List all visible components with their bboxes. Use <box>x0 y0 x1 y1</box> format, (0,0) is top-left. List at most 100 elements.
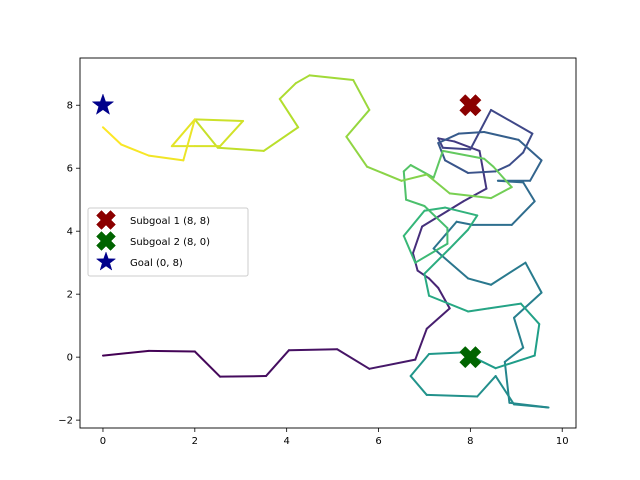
trajectory-segment <box>278 97 300 129</box>
trajectory-segment <box>345 108 371 138</box>
trajectory-segment <box>423 205 449 230</box>
trajectory-segment <box>425 173 451 195</box>
trajectory-segment <box>513 403 550 409</box>
trajectory-segment <box>147 349 196 353</box>
trajectory-segment <box>294 74 311 85</box>
trajectory-segment <box>503 346 525 363</box>
y-tick-label: 4 <box>67 227 73 238</box>
trajectory-segment <box>428 351 465 355</box>
trajectory-segment <box>453 140 481 152</box>
trajectory-segment <box>425 393 479 398</box>
trajectory-segment <box>287 348 339 352</box>
axes-frame <box>79 57 577 429</box>
trajectory-segment <box>490 186 513 200</box>
trajectory-segment <box>437 286 451 310</box>
trajectory-segment <box>308 74 355 82</box>
trajectory-segment <box>402 234 417 264</box>
trajectory-segment <box>366 165 403 182</box>
trajectory-segment <box>469 108 493 151</box>
legend-label: Subgoal 2 (8, 0) <box>130 237 210 248</box>
trajectory-segment <box>462 187 488 203</box>
trajectory-segment <box>193 118 245 122</box>
trajectory-segment <box>490 261 527 286</box>
trajectory-segment <box>262 126 300 152</box>
trajectory-segment <box>432 247 470 280</box>
trajectory-segment <box>409 375 428 396</box>
trajectory-segment <box>432 149 444 179</box>
y-tick-label: 0 <box>67 353 73 364</box>
x-axis: 0 2 4 6 8 10 <box>100 428 569 447</box>
trajectory-segment <box>405 198 426 207</box>
trajectory-segment <box>455 220 474 226</box>
trajectory-segment <box>524 261 543 294</box>
legend-marker-1 <box>96 231 116 251</box>
trajectory-segment <box>519 302 541 326</box>
trajectory-segment <box>147 154 185 162</box>
trajectory <box>101 74 550 409</box>
trajectory-segment <box>448 192 493 200</box>
x-tick-label: 2 <box>192 436 198 447</box>
x-tick-label: 8 <box>467 436 473 447</box>
trajectory-segment <box>170 118 196 148</box>
trajectory-segment <box>487 302 522 310</box>
trajectory-segment <box>483 131 520 141</box>
y-tick-label: 8 <box>67 101 73 112</box>
trajectory-segment <box>423 272 431 297</box>
trajectory-segment <box>411 225 424 255</box>
y-axis: −2 0 2 4 6 8 <box>58 101 80 427</box>
goal-markers <box>91 93 482 369</box>
trajectory-segment <box>265 349 290 378</box>
subgoal-x-marker-0 <box>459 94 482 117</box>
trajectory-segment <box>402 209 426 237</box>
trajectory-segment <box>467 170 497 174</box>
trajectory-segment <box>219 119 245 148</box>
trajectory-segment <box>336 348 371 370</box>
trajectory-segment <box>444 159 470 174</box>
trajectory-segment <box>368 358 417 370</box>
legend: Subgoal 1 (8, 8) Subgoal 2 (8, 0) Goal (0,… <box>87 207 249 277</box>
trajectory-segment <box>494 354 536 370</box>
trajectory-segment <box>529 159 543 182</box>
trajectory-segment <box>182 118 196 162</box>
trajectory-segment <box>278 82 297 100</box>
legend-marker-2 <box>95 251 117 271</box>
trajectory-segment <box>101 349 150 357</box>
trajectory-segment <box>467 307 490 313</box>
trajectory-segment <box>345 135 369 168</box>
trajectory-segment <box>457 131 486 135</box>
trajectory-segment <box>467 277 493 286</box>
trajectory-segment <box>425 307 451 330</box>
trajectory-segment <box>494 375 515 406</box>
x-tick-label: 6 <box>375 436 381 447</box>
trajectory-segment <box>476 375 497 398</box>
trajectory-segment <box>216 146 265 152</box>
trajectory-segment <box>400 173 428 182</box>
trajectory-segment <box>193 118 219 149</box>
trajectory-segment <box>414 242 449 264</box>
trajectory-segment <box>517 138 543 162</box>
trajectory-segment <box>409 164 435 179</box>
trajectory-segment <box>101 126 123 146</box>
trajectory-segment <box>352 79 371 111</box>
trajectory-segment <box>120 143 150 157</box>
trajectory-segment <box>432 220 458 250</box>
trajectory-segment <box>414 327 428 361</box>
legend-label: Goal (0, 8) <box>130 258 183 269</box>
trajectory-segment <box>513 316 525 349</box>
goal-star-marker-2 <box>91 93 115 115</box>
x-tick-label: 10 <box>556 436 569 447</box>
trajectory-segment <box>441 146 472 151</box>
trajectory-segment <box>428 294 470 313</box>
trajectory-segment <box>441 149 486 160</box>
trajectory-segment <box>437 132 460 145</box>
trajectory-segment <box>467 214 479 231</box>
trajectory-segment <box>483 157 495 168</box>
x-tick-label: 0 <box>100 436 106 447</box>
trajectory-segment <box>193 350 222 378</box>
trajectory-segment <box>522 181 536 203</box>
trajectory-segment <box>490 108 534 135</box>
trajectory-segment <box>402 164 412 173</box>
legend-marker-0 <box>96 210 116 230</box>
trajectory-segment <box>510 200 536 226</box>
